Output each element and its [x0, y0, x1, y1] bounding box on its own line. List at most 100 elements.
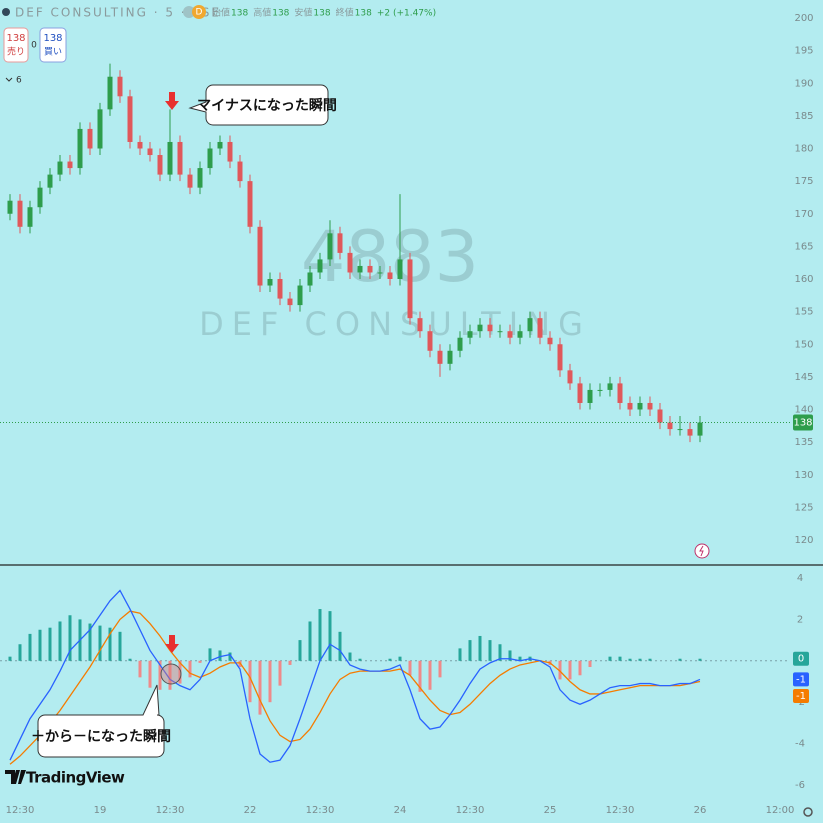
candle-body: [467, 331, 473, 338]
buy-price[interactable]: 138: [43, 33, 62, 44]
ohlc-legend: 始値 138 高値 138 安値 138 終値 138 +2 (+1.47%): [212, 7, 436, 19]
histogram-bar: [328, 611, 332, 661]
y-tick-label: 125: [794, 502, 813, 513]
y-tick-label: -4: [795, 739, 805, 750]
y-tick-label: 2: [797, 614, 803, 625]
histogram-bar: [698, 658, 702, 661]
candle-body: [127, 96, 133, 142]
histogram-bar: [398, 656, 402, 661]
sell-label[interactable]: 売り: [7, 46, 25, 58]
histogram-bar: [318, 609, 322, 661]
candle-body: [607, 383, 613, 390]
histogram-bar: [38, 629, 42, 661]
candle-body: [277, 279, 283, 299]
candle-body: [247, 181, 253, 227]
candle-body: [617, 383, 623, 403]
ohlc-label: 安値: [294, 7, 312, 19]
y-tick-label: 120: [794, 535, 813, 546]
candle-body: [367, 265, 373, 273]
histogram-bar: [478, 635, 482, 661]
x-tick-label: 12:00: [766, 805, 795, 816]
histogram-bar: [88, 623, 92, 661]
histogram-bar: [438, 660, 442, 678]
y-tick-label: 165: [794, 241, 813, 252]
candle-body: [527, 318, 533, 332]
y-tick-label: 195: [794, 46, 813, 57]
histogram-bar: [208, 648, 212, 661]
candle-body: [187, 174, 193, 188]
callout: [188, 84, 329, 126]
histogram-bar: [8, 656, 12, 661]
histogram-bar: [248, 660, 252, 703]
candle-body: [167, 141, 173, 175]
symbol-icon[interactable]: [2, 8, 10, 16]
y-tick-label: 160: [794, 274, 813, 285]
histogram-bar: [178, 660, 182, 684]
alert-bolt: [699, 545, 704, 557]
signal-value-box: [793, 688, 809, 703]
histogram-bar: [678, 658, 682, 661]
candle-body: [297, 285, 303, 306]
buy-label[interactable]: 買い: [44, 47, 62, 58]
candle-body: [427, 331, 433, 351]
brand-logo[interactable]: [5, 770, 26, 784]
sell-price[interactable]: 138: [6, 33, 25, 44]
ohlc-value: 138: [231, 9, 248, 19]
candle-body: [497, 331, 503, 333]
candle-body: [257, 226, 263, 286]
histogram-bar: [278, 660, 282, 686]
histogram-bar: [618, 656, 622, 661]
histogram-bar: [218, 650, 222, 661]
settings-icon[interactable]: [803, 807, 813, 817]
candle-body: [457, 337, 463, 351]
buy-button[interactable]: [39, 27, 67, 63]
collapse-icon[interactable]: [5, 77, 13, 82]
indicator-count[interactable]: 6: [16, 76, 22, 86]
callout-text: ＋から－になった瞬間: [31, 728, 171, 745]
candle-body: [27, 207, 33, 227]
y-tick-label: 200: [794, 13, 813, 24]
histogram-bar: [138, 660, 142, 678]
symbol-title[interactable]: DEF CONSULTING · 5 · TSE: [15, 6, 221, 20]
candle-body: [657, 409, 663, 423]
histogram-bar: [558, 660, 562, 680]
candle-body: [537, 318, 543, 338]
candle-body: [357, 265, 363, 273]
histogram-bar: [408, 660, 412, 676]
last-price-label: 138: [793, 418, 812, 429]
candle-body: [567, 370, 573, 384]
histogram-bar: [578, 660, 582, 676]
candle-body: [197, 168, 203, 188]
y-tick-label: 180: [794, 144, 813, 155]
sell-button[interactable]: [3, 27, 29, 63]
histogram-bar: [628, 658, 632, 661]
candle-body: [87, 128, 93, 149]
histogram-bar: [68, 615, 72, 661]
candle-body: [627, 402, 633, 410]
candle-body: [387, 272, 393, 279]
candle-body: [437, 350, 443, 364]
brand[interactable]: TradingView: [26, 769, 126, 787]
y-tick-label: 185: [794, 111, 813, 122]
x-tick-label: 19: [94, 805, 107, 816]
x-tick-label: 22: [244, 805, 257, 816]
macd-value-box: [793, 672, 809, 687]
histogram-bar: [188, 660, 192, 678]
candle-body: [267, 279, 273, 286]
histogram-bar: [118, 631, 122, 661]
histogram-bar: [358, 658, 362, 661]
candle-body: [407, 259, 413, 319]
candle-body: [477, 324, 483, 332]
candle-body: [577, 383, 583, 403]
histogram-bar: [198, 660, 202, 663]
histogram-bar: [58, 621, 62, 661]
candle-body: [47, 174, 53, 188]
candle-body: [57, 161, 63, 175]
y-tick-label: 130: [794, 470, 813, 481]
histogram-bar: [148, 660, 152, 688]
ohlc-label: 終値: [336, 7, 354, 19]
badge-bg: [183, 6, 195, 18]
candle-body: [237, 161, 243, 182]
histogram-bar: [388, 658, 392, 661]
macd-pane: 42-2-4-60-1-1: [0, 573, 809, 791]
